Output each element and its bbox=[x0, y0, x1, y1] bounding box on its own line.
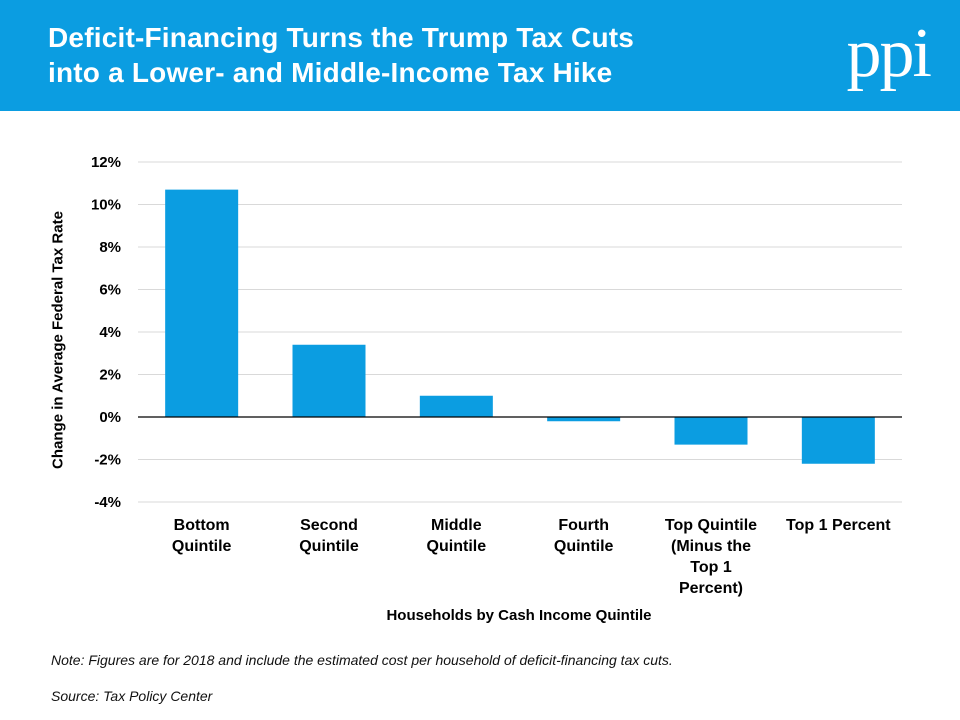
x-category-label: Top 1 bbox=[690, 559, 732, 576]
y-tick-label: 10% bbox=[91, 197, 121, 214]
y-tick-label: -2% bbox=[94, 452, 121, 469]
chart-gridlines bbox=[138, 161, 902, 503]
chart-bars bbox=[165, 189, 875, 464]
source-note: Source: Tax Policy Center bbox=[51, 688, 213, 704]
x-category-label: Quintile bbox=[554, 538, 614, 555]
x-category-label: Bottom bbox=[174, 517, 230, 534]
y-tick-label: -4% bbox=[94, 494, 121, 511]
title-line-2: into a Lower- and Middle-Income Tax Hike bbox=[48, 57, 613, 88]
bar bbox=[419, 395, 493, 417]
x-category-label: Percent) bbox=[679, 580, 743, 597]
x-category-label: Top 1 Percent bbox=[786, 517, 891, 534]
y-tick-label: 6% bbox=[99, 282, 121, 299]
y-axis-label: Change in Average Federal Tax Rate bbox=[49, 211, 67, 469]
header-banner: Deficit-Financing Turns the Trump Tax Cu… bbox=[0, 0, 960, 111]
y-tick-label: 12% bbox=[91, 154, 121, 171]
page-title: Deficit-Financing Turns the Trump Tax Cu… bbox=[48, 20, 768, 90]
y-axis-ticks: 12% 10% 8% 6% 4% 2% 0% -2% -4% bbox=[91, 154, 121, 511]
x-category-label: (Minus the bbox=[671, 538, 751, 555]
x-category-label: Quintile bbox=[427, 538, 487, 555]
bar-chart: 12% 10% 8% 6% 4% 2% 0% -2% -4% Bottom Quintile Sec… bbox=[91, 154, 902, 624]
footnote: Note: Figures are for 2018 and include t… bbox=[51, 652, 673, 668]
ppi-logo: ppi bbox=[846, 15, 932, 92]
x-category-label: Top Quintile bbox=[665, 517, 757, 534]
x-axis-label: Households by Cash Income Quintile bbox=[386, 607, 651, 624]
bar bbox=[165, 189, 239, 417]
title-line-1: Deficit-Financing Turns the Trump Tax Cu… bbox=[48, 22, 635, 53]
bar bbox=[674, 417, 748, 445]
bar bbox=[547, 417, 621, 422]
x-category-label: Fourth bbox=[558, 517, 609, 534]
x-category-label: Quintile bbox=[172, 538, 232, 555]
bar bbox=[801, 417, 875, 464]
y-tick-label: 8% bbox=[99, 239, 121, 256]
x-category-label: Quintile bbox=[299, 538, 359, 555]
y-tick-label: 4% bbox=[99, 324, 121, 341]
x-category-label: Second bbox=[300, 517, 358, 534]
x-axis-categories: Bottom Quintile Second Quintile Middle Quinti… bbox=[172, 517, 891, 597]
x-category-label: Middle bbox=[431, 517, 482, 534]
y-tick-label: 0% bbox=[99, 409, 121, 426]
bar bbox=[292, 344, 366, 417]
y-tick-label: 2% bbox=[99, 367, 121, 384]
